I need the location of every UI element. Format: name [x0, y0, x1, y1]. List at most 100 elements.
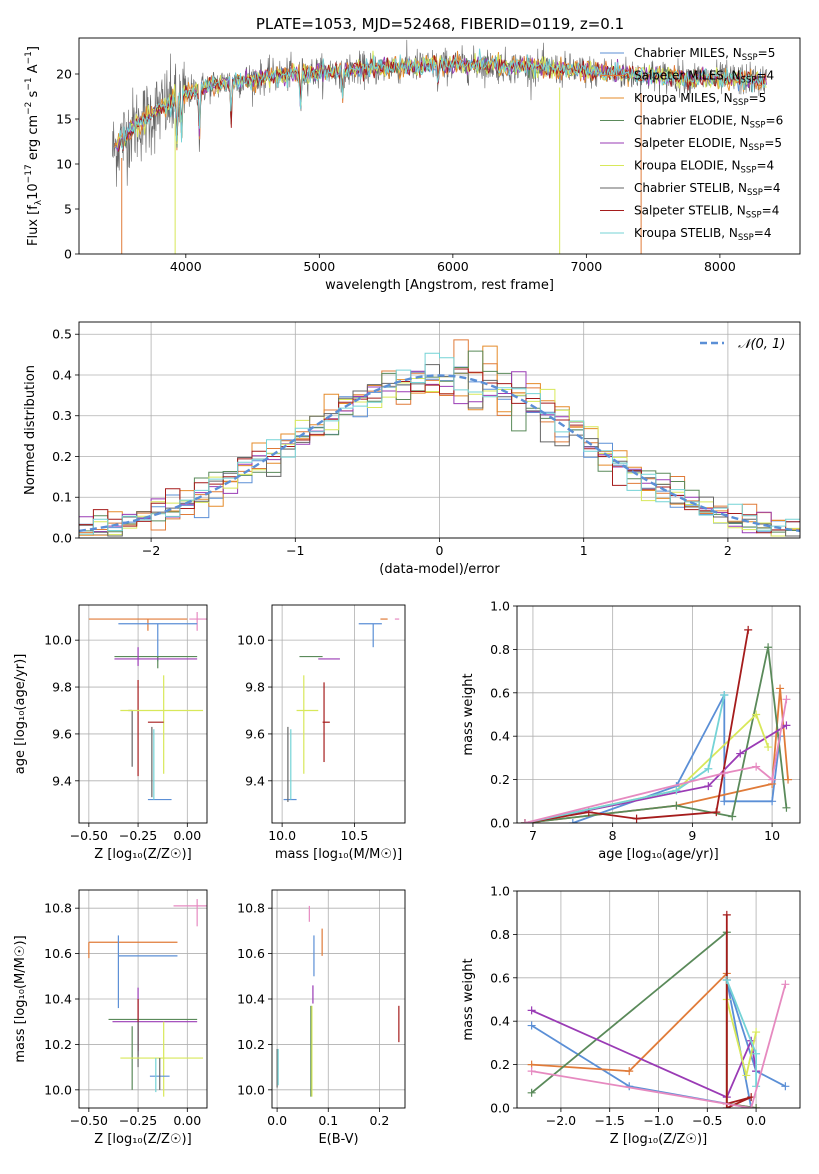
model-spectrum-line [118, 48, 767, 151]
errorbar-point [189, 612, 207, 631]
series-marker [782, 803, 791, 812]
legend-label: Salpeter MILES, N [634, 69, 741, 83]
x-tick-label: −0.25 [119, 1113, 157, 1128]
legend-entry: Chabrier ELODIE, NSSP=6 [634, 114, 783, 131]
y-axis-label-part: erg cm [26, 115, 41, 164]
line-plot-area [527, 910, 790, 1108]
y-tick-label: 10.2 [237, 1037, 265, 1052]
y-axis-label: mass [log₁₀(M/M☉)] [13, 935, 28, 1062]
errorbar-plot-area [88, 899, 207, 1097]
y-tick-label: 5 [64, 202, 72, 217]
legend-sub: SSP [748, 143, 764, 153]
series-marker [768, 775, 777, 784]
y-axis-label: mass weight [461, 673, 476, 755]
x-tick-label: 1 [580, 543, 588, 558]
legend-value: =4 [756, 159, 774, 173]
legend-value: =5 [764, 136, 782, 150]
errorbar-point [358, 623, 382, 648]
legend-value: =6 [766, 114, 784, 128]
axes-frame [78, 604, 208, 824]
legend-sub: SSP [750, 121, 766, 131]
errorbar-plot-area [88, 612, 207, 801]
series-marker [742, 1071, 751, 1080]
legend-value: =4 [756, 69, 774, 83]
legend-value: =5 [749, 91, 767, 105]
legend-sub: SSP [747, 188, 763, 198]
series-marker [747, 1104, 756, 1108]
series-marker [764, 643, 773, 652]
y-axis-label-part: s [26, 90, 41, 101]
axes-frame [78, 37, 801, 255]
y-axis-label-part: −2 [24, 102, 34, 115]
series-marker [728, 812, 737, 821]
errorbar-point [173, 899, 207, 927]
legend-label: Salpeter ELODIE, N [634, 136, 748, 150]
series-marker [527, 1088, 536, 1097]
legend-entry: Chabrier MILES, NSSP=5 [634, 46, 775, 63]
y-tick-label: 10 [56, 157, 72, 172]
errorbar-point [120, 675, 204, 774]
axes-age-vs-Z: −0.50 −0.25 0.00 9.4 9.6 9.8 10.0 Z [log₁₀(Z/Z☉… [13, 604, 208, 862]
axes-frame [516, 605, 801, 824]
legend-sub: SSP [738, 233, 754, 243]
series-marker [704, 764, 713, 773]
errorbar-point [120, 1021, 204, 1097]
x-tick-label: 9 [688, 828, 696, 843]
y-tick-label: 0.6 [490, 685, 510, 700]
series-marker [752, 1049, 761, 1058]
x-tick-label: 0.0 [267, 1113, 287, 1128]
histogram-steps [79, 368, 800, 534]
errorbar-point [296, 675, 319, 774]
y-axis-label: Normed distribution [23, 365, 38, 495]
y-tick-label: 0.8 [490, 927, 510, 942]
x-tick-label: 10 [764, 828, 780, 843]
series-marker [568, 819, 577, 823]
series-marker [752, 1104, 761, 1108]
legend-value: =5 [758, 46, 776, 60]
y-tick-label: 0.2 [490, 1057, 510, 1072]
x-tick-label: 8 [609, 828, 617, 843]
y-tick-label: 10.2 [44, 1037, 72, 1052]
series-marker [752, 710, 761, 719]
axes-mass-vs-Z: −0.50 −0.25 0.00 10.0 10.2 10.4 10.6 10.8 Z [log… [13, 889, 208, 1147]
series-line [524, 694, 726, 823]
series-marker [672, 786, 681, 795]
y-tick-label: 0.4 [490, 1014, 510, 1029]
y-tick-label: 10.8 [237, 901, 265, 916]
y-tick-label: 10.0 [237, 633, 265, 648]
x-tick-label: −0.5 [692, 1113, 722, 1128]
y-tick-label: 9.6 [52, 726, 72, 741]
y-tick-label: 0.0 [490, 1101, 510, 1116]
series-marker [776, 684, 785, 693]
series-marker [744, 625, 753, 634]
axes-frame [78, 889, 208, 1109]
series-marker [632, 814, 641, 823]
y-axis-label-part: 10 [26, 183, 41, 200]
y-tick-label: 10.6 [44, 946, 72, 961]
legend-sub: SSP [742, 53, 758, 63]
series-marker [527, 1067, 536, 1076]
y-tick-label: 0.3 [52, 408, 72, 423]
y-tick-label: 9.6 [245, 726, 265, 741]
series-marker [720, 690, 729, 699]
x-tick-label: 5000 [303, 259, 335, 274]
legend-label: Salpeter STELIB, N [634, 204, 746, 218]
y-tick-label: 20 [56, 67, 72, 82]
series-marker [752, 1028, 761, 1037]
axes-massweight-vs-age: 7 8 9 10 0.0 0.2 0.4 0.6 0.8 1.0 age [log₁₀(age/yr… [461, 599, 801, 862]
x-tick-label: 0.2 [369, 1113, 389, 1128]
x-axis-label: Z [log₁₀(Z/Z☉)] [94, 1132, 191, 1147]
legend-entry: Chabrier STELIB, NSSP=4 [634, 181, 781, 198]
legend-label: Chabrier MILES, N [634, 46, 742, 60]
y-tick-label: 0.8 [490, 642, 510, 657]
errorbar-point [118, 623, 198, 662]
axes-age-vs-mass: 10.0 10.5 9.4 9.6 9.8 10.0 mass [log₁₀(M/M☉)] [237, 604, 406, 862]
series-line [531, 1009, 757, 1099]
axes-frame [78, 321, 801, 539]
y-axis-label-part: −1 [24, 77, 34, 90]
legend-label: Kroupa MILES, N [634, 91, 733, 105]
series-marker [527, 1021, 536, 1030]
legend-label: 𝒩(0, 1) [738, 337, 785, 352]
legend-entry: Kroupa STELIB, NSSP=4 [634, 226, 772, 243]
series-marker [520, 819, 529, 823]
